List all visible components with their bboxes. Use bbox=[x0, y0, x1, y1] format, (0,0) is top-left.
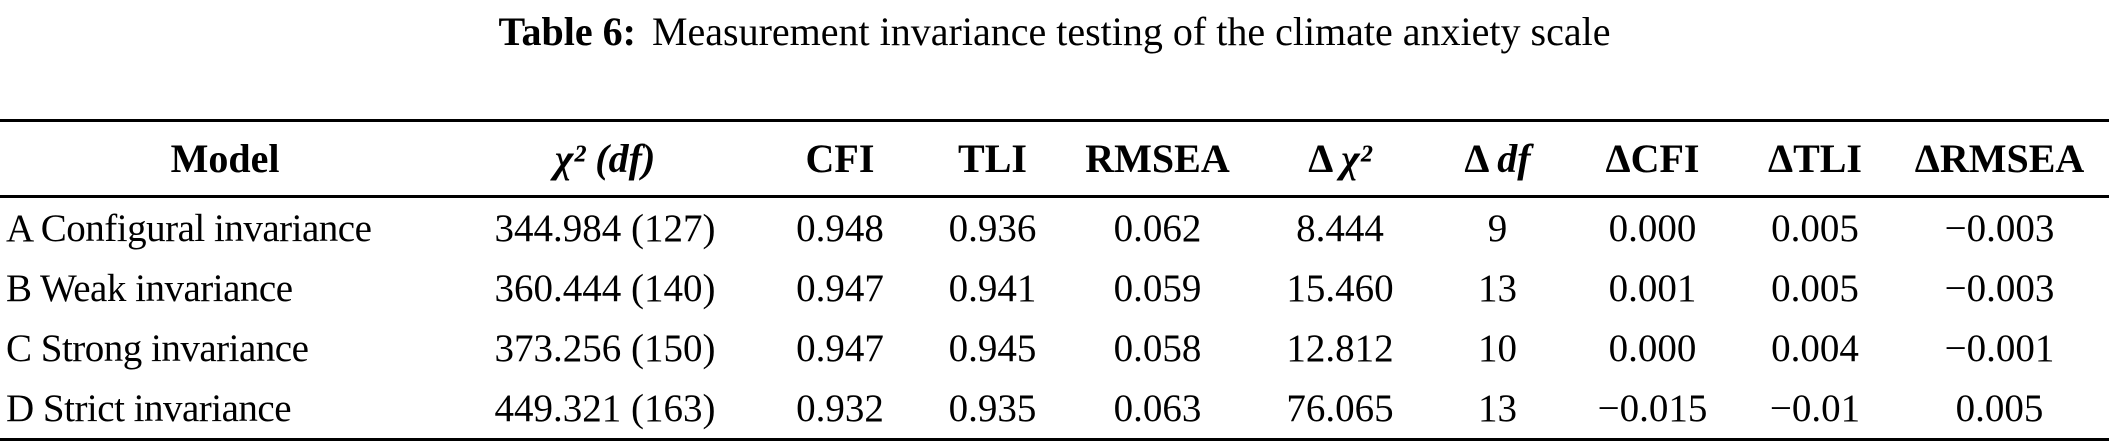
model-name-cell: C Strong invariance bbox=[6, 326, 309, 370]
table-caption-text: Measurement invariance testing of the cl… bbox=[651, 9, 1611, 54]
value-cell: 13 bbox=[1478, 386, 1517, 430]
value-cell: 0.932 bbox=[796, 386, 884, 430]
table-caption-label: Table 6: bbox=[498, 9, 636, 54]
column-header-cfi: CFI bbox=[760, 120, 920, 198]
column-header-rmsea: RMSEA bbox=[1065, 120, 1250, 198]
value-cell: 0.062 bbox=[1113, 206, 1202, 250]
value-cell: 0.941 bbox=[948, 266, 1037, 310]
value-cell: 0.063 bbox=[1113, 386, 1202, 430]
value-cell: 0.935 bbox=[948, 386, 1037, 430]
value-cell: 0.005 bbox=[1771, 266, 1859, 310]
value-cell: 0.001 bbox=[1608, 266, 1697, 310]
value-cell: 9 bbox=[1487, 206, 1508, 250]
value-cell: −0.001 bbox=[1944, 326, 2055, 370]
model-name-cell: A Configural invariance bbox=[6, 206, 372, 250]
value-cell: 0.059 bbox=[1113, 266, 1202, 310]
table-row: A Configural invariance 344.984 (127) 0.94… bbox=[0, 197, 2109, 259]
measurement-invariance-table: Model χ² (df) CFI TLI RMSEA Δ χ² Δ df ΔC… bbox=[0, 119, 2109, 441]
column-header-chisq-df: χ² (df) bbox=[450, 120, 760, 198]
column-header-delta-chisq: Δ χ² bbox=[1250, 120, 1430, 198]
value-cell: 10 bbox=[1478, 326, 1517, 370]
value-cell: 0.936 bbox=[948, 206, 1037, 250]
model-name-cell: D Strict invariance bbox=[6, 386, 292, 430]
column-header-delta-df: Δ df bbox=[1430, 120, 1565, 198]
value-cell: 8.444 bbox=[1296, 206, 1384, 250]
column-header-delta-cfi: ΔCFI bbox=[1565, 120, 1740, 198]
value-cell: 0.005 bbox=[1771, 206, 1859, 250]
table-row: D Strict invariance 449.321 (163) 0.932 0.9… bbox=[0, 378, 2109, 440]
model-name-cell: B Weak invariance bbox=[6, 266, 293, 310]
value-cell: 0.004 bbox=[1771, 326, 1859, 370]
value-cell: 344.984 (127) bbox=[494, 206, 716, 250]
value-cell: 449.321 (163) bbox=[494, 386, 716, 430]
value-cell: −0.003 bbox=[1944, 266, 2055, 310]
table-body: A Configural invariance 344.984 (127) 0.94… bbox=[0, 197, 2109, 440]
table-row: B Weak invariance 360.444 (140) 0.947 0.941… bbox=[0, 258, 2109, 318]
value-cell: 12.812 bbox=[1286, 326, 1394, 370]
column-header-tli: TLI bbox=[920, 120, 1065, 198]
column-header-delta-tli: ΔTLI bbox=[1740, 120, 1890, 198]
value-cell: 15.460 bbox=[1286, 266, 1394, 310]
value-cell: 0.058 bbox=[1113, 326, 1202, 370]
value-cell: −0.015 bbox=[1597, 386, 1708, 430]
value-cell: 0.947 bbox=[796, 266, 884, 310]
column-header-model: Model bbox=[0, 120, 450, 198]
value-cell: 76.065 bbox=[1286, 386, 1394, 430]
value-cell: 13 bbox=[1478, 266, 1517, 310]
value-cell: 360.444 (140) bbox=[494, 266, 716, 310]
value-cell: 0.005 bbox=[1955, 386, 2044, 430]
value-cell: 373.256 (150) bbox=[494, 326, 716, 370]
table-row: C Strong invariance 373.256 (150) 0.947 0.9… bbox=[0, 318, 2109, 378]
value-cell: 0.948 bbox=[796, 206, 884, 250]
value-cell: 0.000 bbox=[1608, 326, 1697, 370]
value-cell: −0.003 bbox=[1944, 206, 2055, 250]
value-cell: 0.947 bbox=[796, 326, 884, 370]
table-header: Model χ² (df) CFI TLI RMSEA Δ χ² Δ df ΔC… bbox=[0, 120, 2109, 198]
column-header-delta-rmsea: ΔRMSEA bbox=[1890, 120, 2109, 198]
value-cell: 0.945 bbox=[948, 326, 1037, 370]
value-cell: −0.01 bbox=[1769, 386, 1861, 430]
header-row: Model χ² (df) CFI TLI RMSEA Δ χ² Δ df ΔC… bbox=[0, 120, 2109, 198]
table-caption: Table 6: Measurement invariance testing o… bbox=[0, 6, 2109, 58]
value-cell: 0.000 bbox=[1608, 206, 1697, 250]
